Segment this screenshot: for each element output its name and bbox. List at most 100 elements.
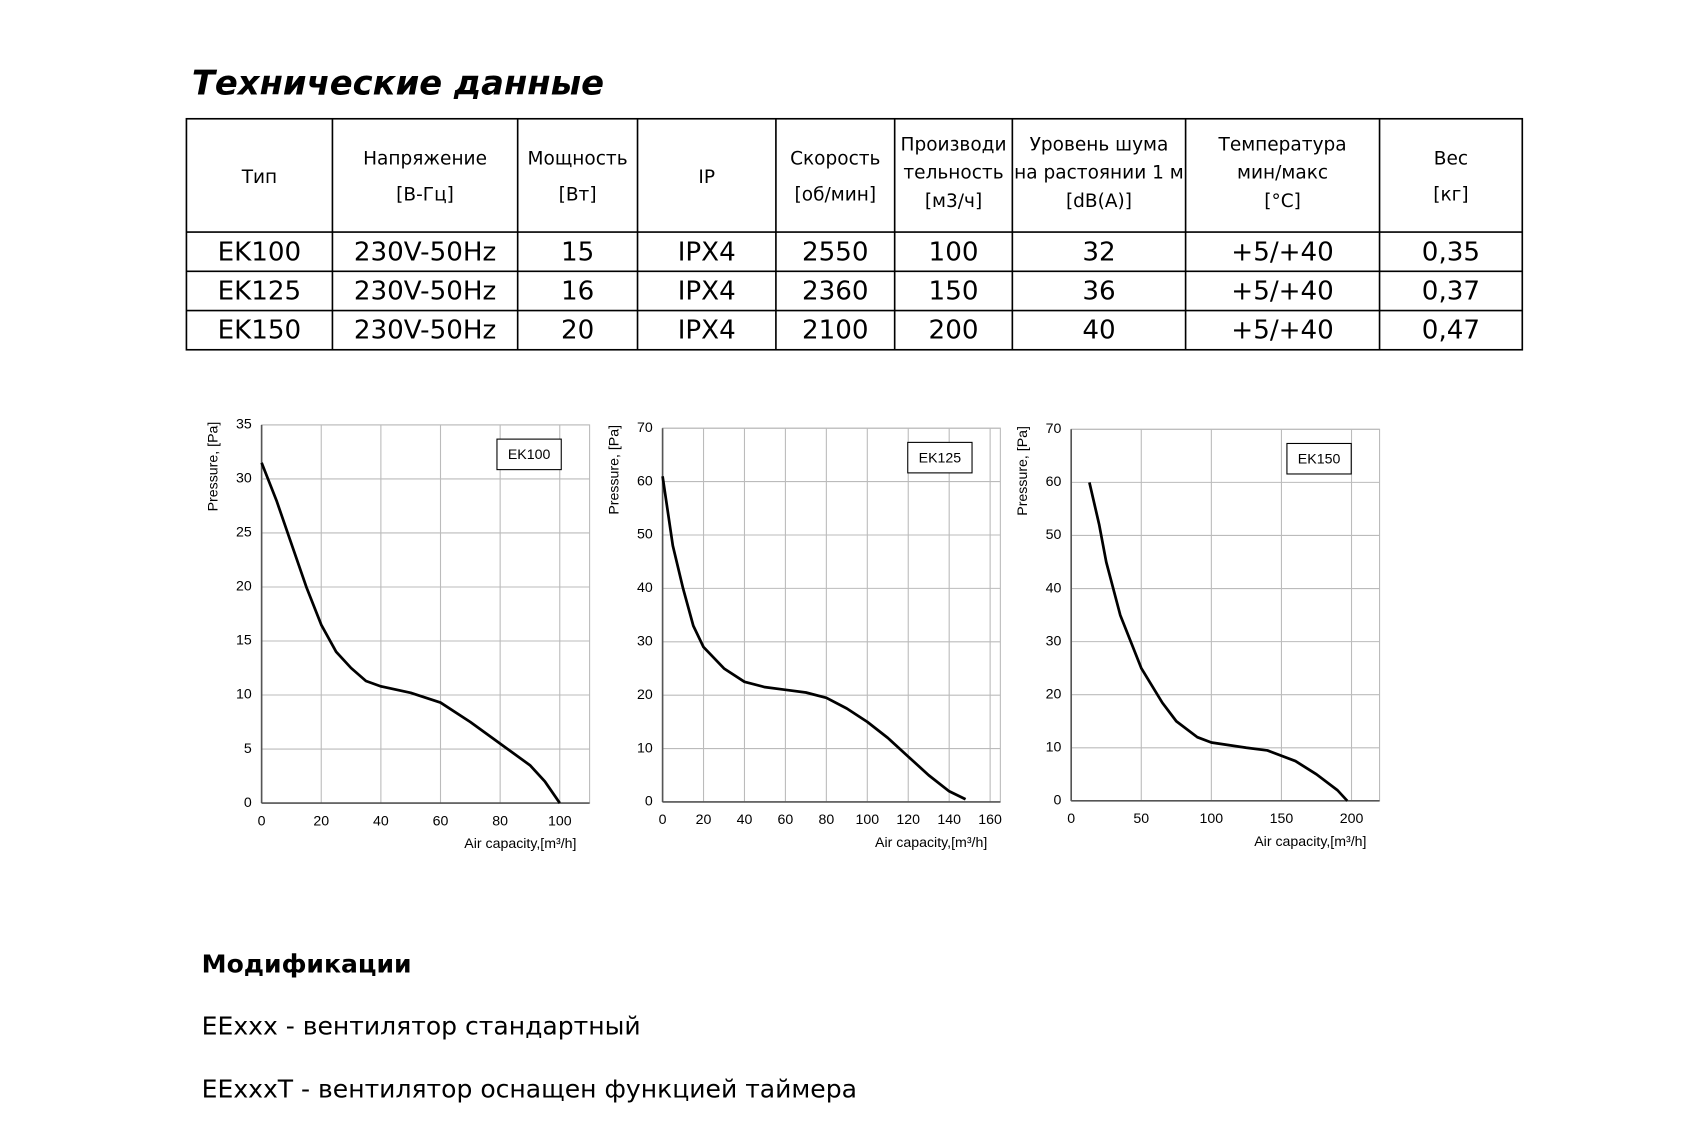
x-tick-label: 150 [1270,811,1294,827]
plot-area [261,424,591,804]
table-header: Производи [901,134,1007,155]
x-tick-label: 40 [737,812,753,828]
table-header: [Вт] [559,185,597,206]
table-header: [°C] [1264,191,1301,212]
table-cell: 40 [1082,316,1115,346]
table-cell: +5/+40 [1231,277,1334,307]
y-tick-label: 30 [236,471,252,487]
table-header: на растоянии 1 м [1014,163,1184,184]
table-cell: EK125 [218,277,302,307]
table-header: Вес [1434,149,1468,170]
table-header: тельность [903,163,1003,184]
table-cell: 0,37 [1422,277,1480,307]
table-cell: 36 [1082,277,1115,307]
table-header: [м3/ч] [925,191,982,212]
table-header: Уровень шума [1030,134,1169,155]
x-tick-label: 100 [1200,811,1224,827]
modification-item: EExxxT - вентилятор оснащен функцией тай… [202,1075,857,1104]
table-header: Скорость [790,149,880,170]
y-tick-label: 25 [236,525,252,541]
table-cell: 100 [929,237,979,267]
y-tick-label: 70 [1046,421,1062,437]
y-axis-title: Pressure, [Pa] [1015,426,1031,516]
table-cell: 2100 [802,316,869,346]
y-tick-label: 20 [236,579,252,595]
y-tick-label: 5 [244,741,252,757]
x-tick-label: 100 [855,812,879,828]
table-header: [кг] [1433,185,1468,206]
table-header: [В-Гц] [396,185,454,206]
x-tick-label: 0 [659,812,667,828]
x-tick-label: 40 [373,813,389,829]
y-tick-label: 50 [1046,527,1062,543]
table-cell: 230V-50Hz [354,237,496,267]
y-tick-label: 0 [645,794,653,810]
table-header: [об/мин] [795,185,877,206]
table-cell: 200 [929,316,979,346]
table-cell: 0,35 [1422,237,1480,267]
table-cell: 150 [929,277,979,307]
y-tick-label: 60 [637,473,653,489]
chart-title: EK125 [919,450,962,466]
page-title: Технические данные [192,63,604,102]
y-tick-label: 40 [1046,580,1062,596]
x-tick-label: 160 [978,812,1002,828]
table-cell: 16 [561,277,594,307]
table-cell: 15 [561,237,594,267]
table-cell: 32 [1082,237,1115,267]
curve [260,462,561,804]
y-axis-title: Pressure, [Pa] [606,425,622,515]
y-tick-label: 35 [236,417,252,433]
x-tick-label: 200 [1340,811,1364,827]
x-tick-label: 60 [778,812,794,828]
y-tick-label: 0 [244,795,252,811]
table-cell: EK100 [218,237,302,267]
x-tick-label: 20 [313,813,329,829]
y-tick-label: 50 [637,527,653,543]
y-tick-label: 20 [1046,686,1062,702]
chart-label-box [907,441,973,474]
plot-area [1070,428,1381,802]
curve [661,476,967,801]
table-header: Мощность [528,149,628,170]
table-cell: 2550 [802,237,869,267]
x-tick-label: 100 [548,813,572,829]
table-header: [dB(A)] [1066,191,1132,212]
x-tick-label: 140 [937,812,961,828]
x-tick-label: 0 [258,813,266,829]
table-header: Тип [241,167,277,188]
y-tick-label: 30 [1046,633,1062,649]
chart-title: EK100 [508,447,551,463]
section-title: Модификации [202,949,412,978]
table-cell: +5/+40 [1231,237,1334,267]
table-cell: 0,47 [1422,316,1480,346]
y-tick-label: 70 [637,420,653,436]
y-tick-label: 40 [637,580,653,596]
table-cell: 230V-50Hz [354,277,496,307]
x-tick-label: 120 [896,812,920,828]
x-tick-label: 80 [492,813,508,829]
table-cell: 2360 [802,277,869,307]
table-cell: 20 [561,316,594,346]
table-header: Напряжение [363,149,487,170]
modification-item: EExxx - вентилятор стандартный [202,1012,641,1041]
chart-title: EK150 [1298,452,1341,468]
x-tick-label: 80 [818,812,834,828]
table-header: мин/макс [1237,163,1328,184]
x-tick-label: 0 [1067,811,1075,827]
table-cell: +5/+40 [1231,316,1334,346]
chart-label-box [1286,442,1352,475]
x-tick-label: 60 [433,813,449,829]
chart-label-box [496,438,562,471]
y-tick-label: 60 [1046,474,1062,490]
y-axis-title: Pressure, [Pa] [205,422,221,512]
table-cell: IPX4 [678,277,736,307]
x-axis-title: Air capacity,[m³/h] [464,836,576,852]
table-cell: IPX4 [678,237,736,267]
table-cell: EK150 [218,316,302,346]
y-tick-label: 20 [637,687,653,703]
table-header: Температура [1218,134,1347,155]
table-border [185,117,1524,351]
